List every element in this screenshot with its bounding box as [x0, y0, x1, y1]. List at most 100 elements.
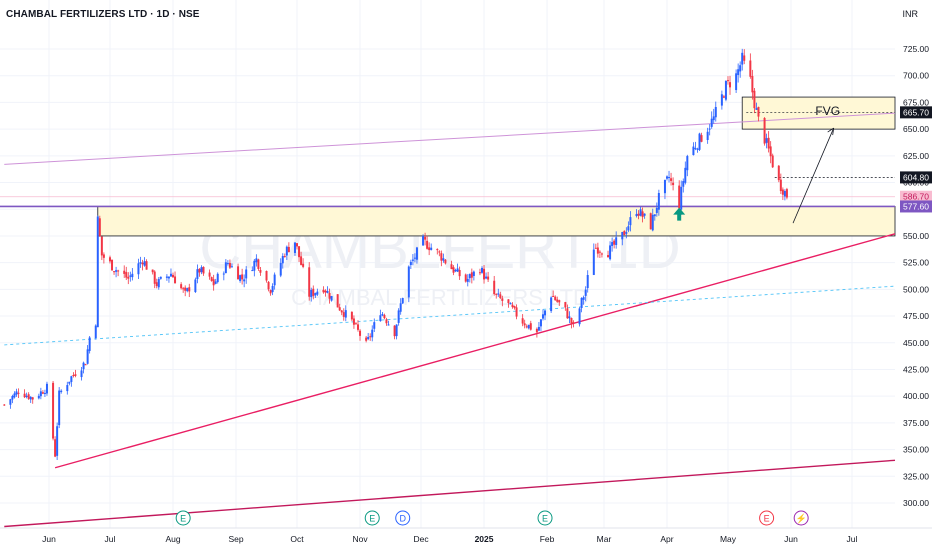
candle-body — [686, 156, 689, 171]
candle-body — [537, 326, 540, 331]
candle-body — [27, 394, 30, 399]
y-tick-label: 500.00 — [903, 284, 929, 294]
candle-body — [88, 337, 91, 351]
candle-body — [525, 326, 528, 328]
candle-body — [466, 278, 469, 282]
candle-body — [194, 279, 197, 293]
candle-body — [580, 298, 583, 309]
candle-body — [365, 337, 368, 341]
event-letter: ⚡ — [796, 513, 807, 525]
candle-body — [710, 118, 713, 127]
candle-body — [596, 247, 599, 254]
price-axis[interactable]: 725.00700.00675.00650.00625.00600.00575.… — [900, 0, 932, 550]
candle-body — [641, 211, 644, 218]
candle-body — [165, 276, 168, 278]
candle-body — [415, 247, 418, 260]
candle-body — [493, 280, 496, 295]
y-tick-label: 725.00 — [903, 44, 929, 54]
candle-body — [424, 236, 427, 240]
candle-body — [470, 272, 473, 278]
candle-body — [592, 249, 595, 275]
candle-body — [111, 259, 114, 271]
candle-body — [698, 133, 701, 150]
candle-body — [639, 209, 642, 216]
candle-body — [700, 135, 703, 142]
candle-body — [594, 247, 597, 249]
candle-body — [298, 246, 301, 258]
candles — [3, 48, 788, 461]
candle-body — [9, 399, 12, 405]
candle-body — [139, 262, 142, 264]
candle-body — [41, 392, 44, 394]
candle-body — [521, 318, 524, 324]
candle-body — [196, 269, 199, 280]
candle-body — [720, 94, 723, 106]
candle-body — [94, 325, 97, 339]
candle-body — [653, 214, 656, 217]
candle-body — [117, 270, 120, 272]
candle-body — [174, 276, 177, 284]
candle-body — [239, 275, 242, 281]
candle-body — [354, 323, 357, 325]
candle-body — [265, 270, 268, 281]
candle-body — [527, 324, 530, 329]
candle-body — [237, 266, 240, 280]
candle-body — [86, 349, 89, 364]
candle-body — [692, 146, 695, 156]
price-tag — [900, 106, 932, 119]
candle-body — [342, 312, 345, 317]
candle-body — [328, 292, 331, 299]
candle-body — [777, 165, 780, 181]
candle-body — [230, 266, 233, 268]
candle-body — [629, 217, 632, 226]
candle-body — [326, 291, 329, 293]
candle-body — [578, 308, 581, 325]
candle-body — [243, 279, 246, 282]
candle-body — [54, 439, 57, 457]
event-letter: E — [180, 514, 186, 524]
candle-body — [82, 362, 85, 370]
candle-body — [535, 328, 538, 333]
candle-body — [257, 259, 260, 269]
candle-body — [102, 254, 105, 258]
candle-body — [771, 155, 774, 168]
candle-body — [501, 298, 504, 301]
candle-body — [350, 311, 353, 320]
y-tick-label: 625.00 — [903, 151, 929, 161]
event-letter: E — [764, 514, 770, 524]
time-axis[interactable]: Jun Jul Aug Sep Oct Nov Dec 2025 Feb Mar Apr May Jun… — [0, 527, 932, 544]
candle-body — [556, 299, 559, 302]
currency-label[interactable]: INR — [902, 9, 919, 19]
candle-body — [11, 396, 14, 400]
event-icon — [364, 510, 380, 526]
candle-body — [151, 269, 154, 273]
candle-body — [529, 323, 532, 330]
candle-body — [60, 390, 63, 393]
candle-body — [279, 263, 282, 276]
candle-body — [651, 214, 654, 231]
candle-body — [485, 276, 488, 279]
candle-body — [495, 293, 498, 295]
candle-body — [153, 271, 156, 284]
candle-body — [413, 257, 416, 259]
candle-body — [115, 270, 118, 272]
candle-body — [621, 231, 624, 240]
candle-body — [499, 294, 502, 299]
candle-body — [312, 288, 315, 296]
candle-body — [283, 256, 286, 258]
symbol-title[interactable]: CHAMBAL FERTILIZERS LTD · 1D · NSE — [6, 9, 200, 20]
x-tick-label: Jul — [105, 534, 116, 544]
candle-body — [407, 266, 410, 298]
candle-body — [198, 268, 201, 273]
candle-body — [296, 243, 299, 247]
candle-body — [267, 281, 270, 290]
event-icon — [395, 510, 411, 526]
candle-body — [15, 391, 18, 395]
candle-body — [259, 269, 262, 273]
candle-body — [781, 189, 784, 195]
candle-body — [222, 273, 225, 275]
candle-body — [141, 262, 144, 265]
y-tick-label: 300.00 — [903, 498, 929, 508]
candle-body — [497, 293, 500, 295]
